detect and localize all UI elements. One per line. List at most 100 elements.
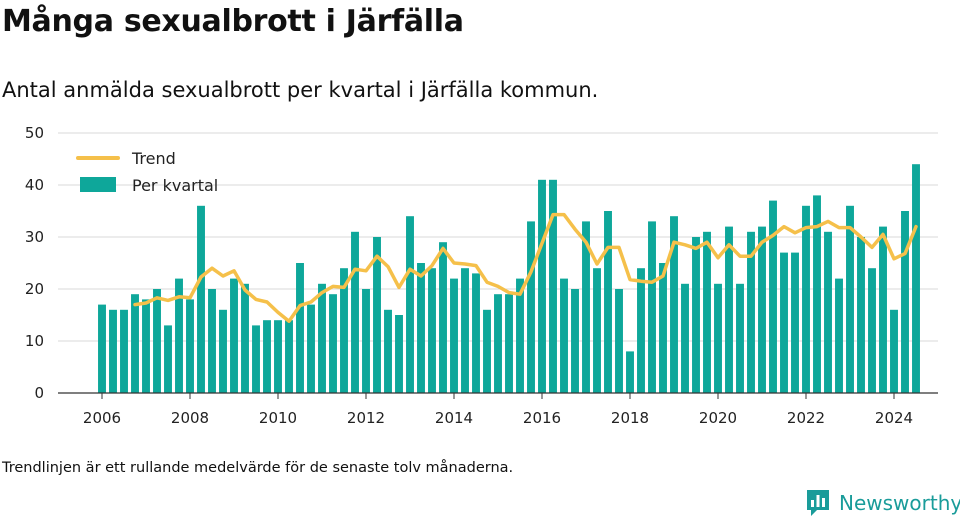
- bar: [912, 164, 920, 393]
- bar: [362, 289, 370, 393]
- x-tick-label: 2024: [875, 409, 913, 427]
- bar: [329, 294, 337, 393]
- x-tick-label: 2008: [171, 409, 209, 427]
- bar: [736, 283, 744, 393]
- bar: [879, 226, 887, 393]
- chart: 0 10 20 30 40 50 2006 2008 2010 2012 2014 2016 2018…: [25, 124, 938, 427]
- bar: [747, 231, 755, 393]
- y-tick-label: 40: [25, 176, 44, 194]
- bar: [769, 200, 777, 393]
- bar: [780, 252, 788, 393]
- bar: [472, 273, 480, 393]
- trend-line: [133, 212, 918, 323]
- bar: [868, 268, 876, 393]
- bar: [230, 278, 238, 393]
- bar: [417, 263, 425, 393]
- y-axis: 0 10 20 30 40 50: [25, 124, 44, 402]
- bar: [571, 289, 579, 393]
- bar: [351, 231, 359, 393]
- bar: [901, 211, 909, 393]
- bar: [186, 299, 194, 393]
- bar: [197, 205, 205, 393]
- bar: [263, 320, 271, 393]
- bar: [692, 237, 700, 393]
- bar: [373, 237, 381, 393]
- bar: [824, 231, 832, 393]
- footnote: Trendlinjen är ett rullande medelvärde f…: [2, 460, 514, 476]
- bar: [758, 226, 766, 393]
- bar: [725, 226, 733, 393]
- bars: [98, 164, 920, 393]
- bar: [670, 216, 678, 393]
- chart-title: Många sexualbrott i Järfälla: [2, 4, 464, 39]
- bar: [714, 283, 722, 393]
- bar: [802, 205, 810, 393]
- bar: [626, 351, 634, 393]
- bar: [890, 309, 898, 393]
- bar: [483, 309, 491, 393]
- bar: [175, 278, 183, 393]
- x-tick-label: 2018: [611, 409, 649, 427]
- bar: [219, 309, 227, 393]
- bar: [142, 299, 150, 393]
- legend-bar-swatch: [80, 177, 116, 192]
- x-tick-label: 2010: [259, 409, 297, 427]
- y-tick-label: 30: [25, 228, 44, 246]
- bar: [582, 221, 590, 393]
- x-axis: 2006 2008 2010 2012 2014 2016 2018 2020 2022 2024: [58, 392, 938, 427]
- bar: [659, 263, 667, 393]
- bar: [428, 268, 436, 393]
- bar: [681, 283, 689, 393]
- x-tick-label: 2022: [787, 409, 825, 427]
- y-tick-label: 10: [25, 332, 44, 350]
- bar: [274, 320, 282, 393]
- bar: [241, 283, 249, 393]
- bar: [131, 294, 139, 393]
- newsworthy-logo-icon: [807, 490, 829, 516]
- x-tick-label: 2006: [83, 409, 121, 427]
- bar: [98, 304, 106, 393]
- bar: [538, 179, 546, 393]
- bar: [285, 320, 293, 393]
- trend-line-group: [133, 212, 918, 323]
- bar: [516, 278, 524, 393]
- bar: [461, 268, 469, 393]
- bar: [637, 268, 645, 393]
- bar: [406, 216, 414, 393]
- bar: [450, 278, 458, 393]
- y-tick-label: 50: [25, 124, 44, 142]
- bar: [296, 263, 304, 393]
- legend-trend-label: Trend: [131, 149, 176, 168]
- x-tick-label: 2014: [435, 409, 473, 427]
- bar: [846, 205, 854, 393]
- y-tick-label: 20: [25, 280, 44, 298]
- brand-name: Newsworthy: [839, 491, 960, 515]
- legend: Trend Per kvartal: [76, 149, 218, 195]
- x-tick-label: 2012: [347, 409, 385, 427]
- bar: [857, 237, 865, 393]
- x-tick-label: 2020: [699, 409, 737, 427]
- bar: [494, 294, 502, 393]
- bar: [318, 283, 326, 393]
- bar: [439, 242, 447, 393]
- bar: [307, 304, 315, 393]
- bar: [813, 195, 821, 393]
- bar: [791, 252, 799, 393]
- bar: [527, 221, 535, 393]
- bar: [593, 268, 601, 393]
- chart-subtitle: Antal anmälda sexualbrott per kvartal i …: [2, 78, 599, 102]
- bar: [604, 211, 612, 393]
- bar: [549, 179, 557, 393]
- bar: [208, 289, 216, 393]
- bar: [164, 325, 172, 393]
- bar: [703, 231, 711, 393]
- bar: [109, 309, 117, 393]
- x-tick-label: 2016: [523, 409, 561, 427]
- brand-logo[interactable]: Newsworthy: [805, 488, 960, 518]
- bar: [120, 309, 128, 393]
- bar: [395, 315, 403, 393]
- bar: [384, 309, 392, 393]
- bar: [153, 289, 161, 393]
- legend-bar-label: Per kvartal: [132, 176, 218, 195]
- bar: [505, 294, 513, 393]
